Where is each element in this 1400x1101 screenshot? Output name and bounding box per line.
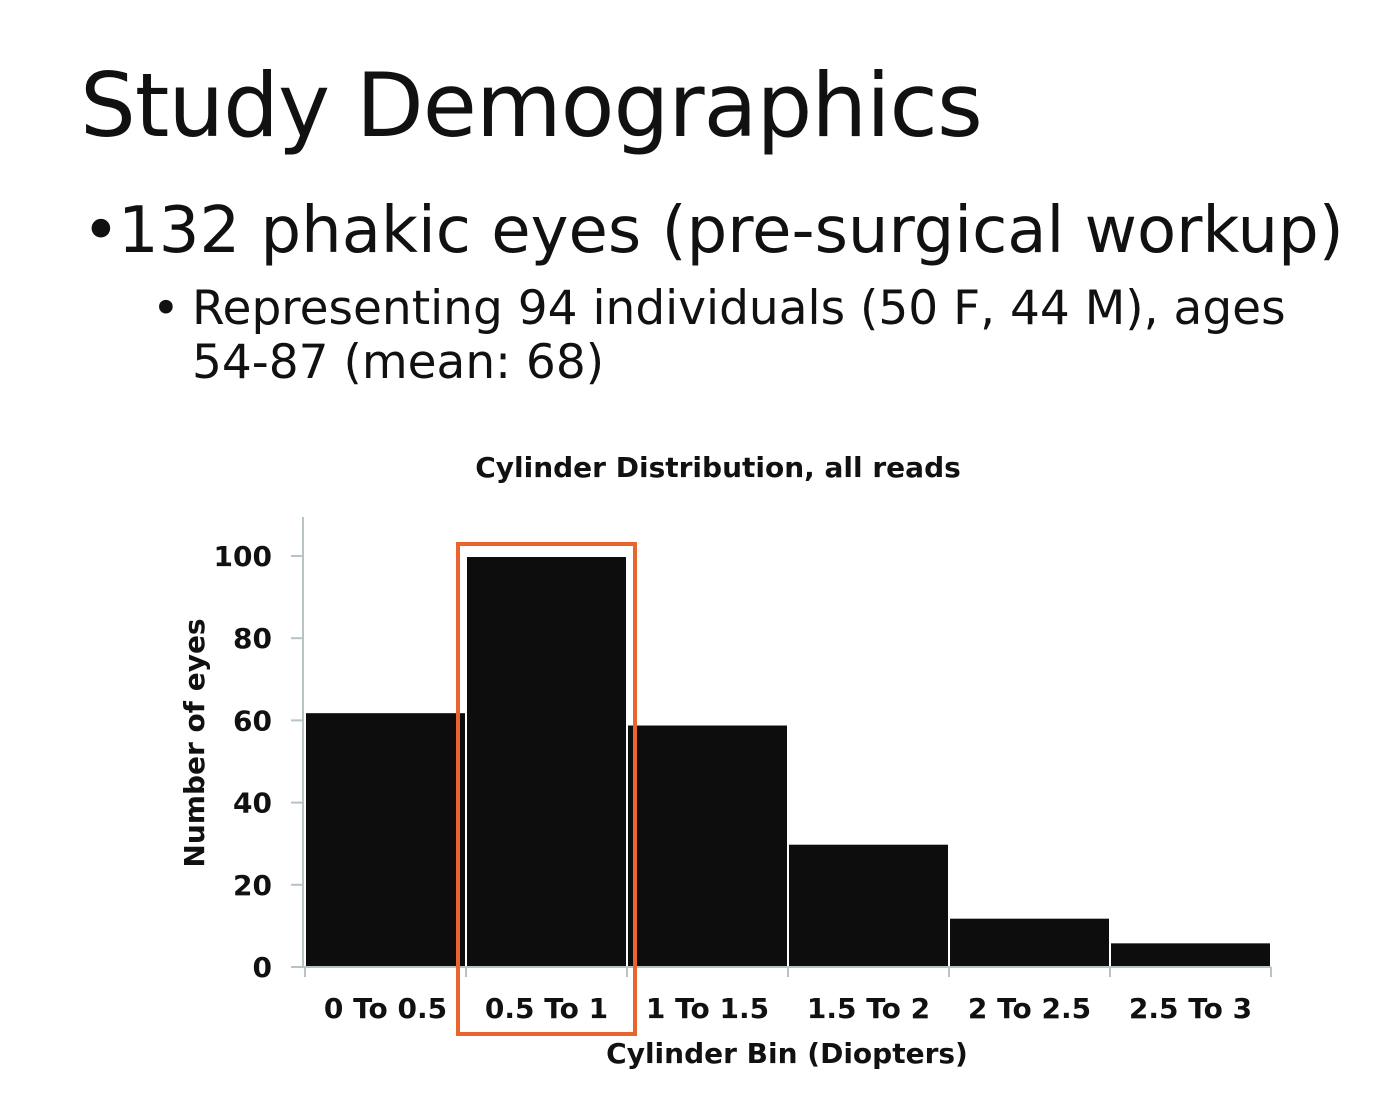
y-tick-label: 40 (233, 787, 272, 820)
y-tick-label: 20 (233, 869, 272, 902)
y-tick-label: 100 (214, 540, 272, 573)
bullet-main: •132 phakic eyes (pre-surgical workup) (82, 194, 1344, 268)
chart-title: Cylinder Distribution, all reads (475, 451, 961, 484)
bar (465, 555, 628, 968)
y-axis-label: Number of eyes (178, 618, 211, 867)
y-tick-label: 80 (233, 622, 272, 655)
plot-area: 0 20 40 60 80 100 0 To 0.5 0.5 To 1 1 To 1.5 1.5 … (214, 517, 1272, 1036)
y-tick-label: 60 (233, 704, 272, 737)
bar (1109, 941, 1272, 969)
x-tick-label: 2.5 To 3 (1129, 992, 1252, 1025)
x-tick-label: 1 To 1.5 (646, 992, 769, 1025)
slide-title: Study Demographics (80, 54, 983, 157)
x-tick-label: 0 To 0.5 (324, 992, 447, 1025)
bullet-sub: • Representing 94 individuals (50 F, 44 … (152, 282, 1352, 390)
highlight-box (456, 542, 637, 1036)
x-tick-label: 2 To 2.5 (968, 992, 1091, 1025)
y-tick-label: 0 (253, 951, 272, 984)
bullet-sub-dot: • (152, 281, 180, 336)
x-axis-label: Cylinder Bin (Diopters) (606, 1037, 968, 1070)
x-tick-label: 1.5 To 2 (807, 992, 930, 1025)
bar (626, 723, 789, 969)
bullet-main-text: 132 phakic eyes (pre-surgical workup) (118, 194, 1344, 268)
bullet-sub-text: Representing 94 individuals (50 F, 44 M)… (192, 281, 1286, 390)
bar (948, 916, 1111, 968)
bar (304, 711, 467, 968)
x-tick-label: 0.5 To 1 (485, 992, 608, 1025)
bar (787, 842, 950, 969)
bullet-dot: • (82, 194, 120, 268)
